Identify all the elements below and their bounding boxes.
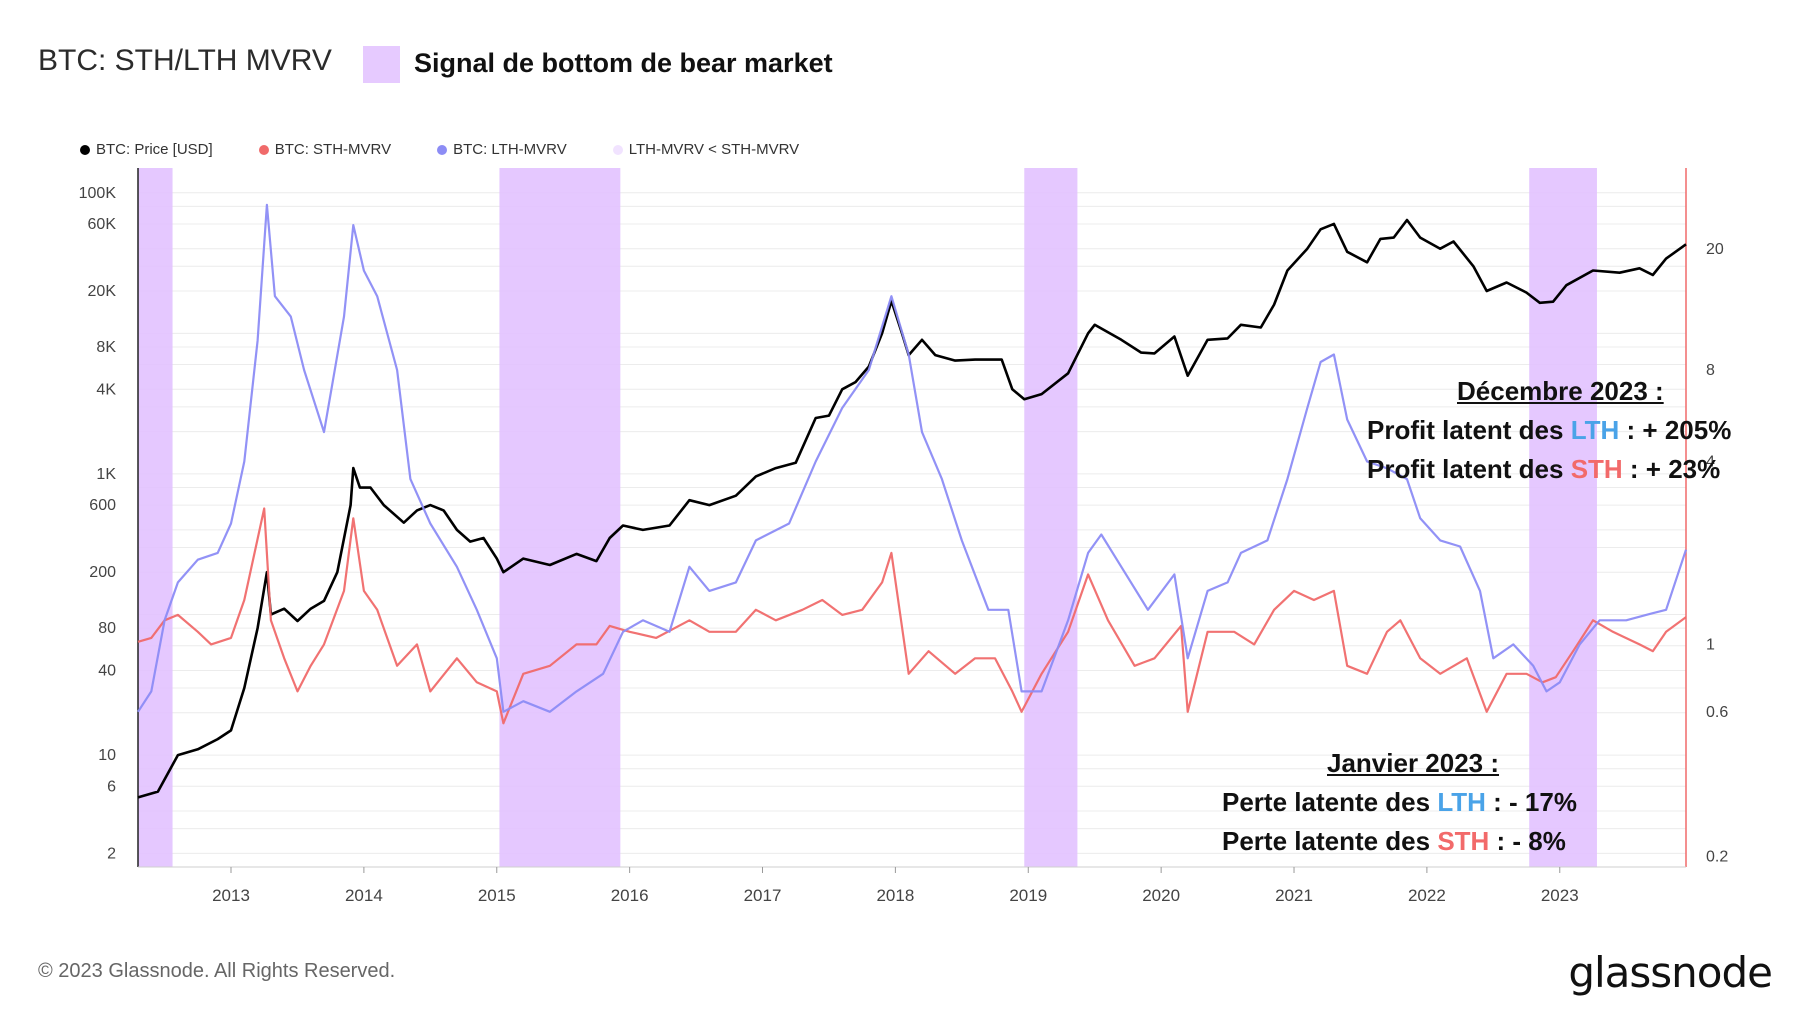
legend-label-price: BTC: Price [USD]	[96, 141, 213, 158]
left-tick-label: 600	[89, 497, 116, 514]
annotation-jan-line2-tag: STH	[1437, 826, 1490, 856]
left-tick-label: 40	[98, 662, 116, 679]
annotation-dec-line1: Profit latent des LTH : + 205%	[1367, 411, 1731, 450]
legend-dot-price	[80, 144, 90, 155]
annotation-dec-line1-prefix: Profit latent des	[1367, 415, 1571, 445]
x-tick-label: 2017	[744, 886, 782, 905]
annotation-jan-heading-text: Janvier 2023 :	[1327, 748, 1500, 778]
right-tick-label: 4	[1706, 453, 1715, 470]
annotation-dec-line2: Profit latent des STH : + 23%	[1367, 450, 1731, 489]
legend-item-price[interactable]: BTC: Price [USD]	[80, 141, 213, 158]
annotation-jan-line2-suffix: : - 8%	[1489, 826, 1566, 856]
annotation-jan-line2-prefix: Perte latente des	[1222, 826, 1438, 856]
annotation-jan-line2: Perte latente des STH : - 8%	[1222, 822, 1577, 861]
signal-region-3	[1529, 168, 1597, 867]
right-tick-label: 20	[1706, 241, 1724, 258]
x-tick-label: 2016	[611, 886, 649, 905]
annotation-dec-heading-text: Décembre 2023 :	[1457, 376, 1664, 406]
signal-region-0	[138, 168, 173, 867]
x-tick-label: 2022	[1408, 886, 1446, 905]
x-tick-label: 2015	[478, 886, 516, 905]
copyright: © 2023 Glassnode. All Rights Reserved.	[38, 960, 396, 982]
right-tick-label: 0.2	[1706, 849, 1728, 866]
annotation-jan-line1: Perte latente des LTH : - 17%	[1222, 783, 1577, 822]
left-tick-label: 100K	[79, 185, 117, 202]
left-tick-label: 60K	[88, 216, 117, 233]
legend-item-lth[interactable]: BTC: LTH-MVRV	[437, 141, 567, 158]
annotation-dec-line1-tag: LTH	[1570, 415, 1620, 445]
annotation-dec-line2-suffix: : + 23%	[1622, 454, 1721, 484]
x-tick-label: 2014	[345, 886, 383, 905]
annotation-dec-2023: Décembre 2023 : Profit latent des LTH : …	[1367, 372, 1731, 489]
right-tick-label: 0.6	[1706, 704, 1728, 721]
annotation-dec-line2-prefix: Profit latent des	[1367, 454, 1571, 484]
legend-item-sth[interactable]: BTC: STH-MVRV	[258, 141, 392, 158]
left-tick-label: 1K	[96, 466, 116, 483]
annotation-jan-line1-prefix: Perte latente des	[1222, 787, 1438, 817]
x-tick-label: 2013	[212, 886, 250, 905]
left-tick-label: 200	[89, 564, 116, 581]
legend-label-signal: LTH-MVRV < STH-MVRV	[628, 141, 800, 158]
legend-label-sth: BTC: STH-MVRV	[274, 141, 392, 158]
left-tick-label: 20K	[88, 283, 117, 300]
legend-item-signal[interactable]: LTH-MVRV < STH-MVRV	[612, 141, 800, 158]
legend-label-lth: BTC: LTH-MVRV	[453, 141, 567, 158]
right-tick-label: 1	[1706, 636, 1715, 653]
legend-dot-sth	[258, 144, 269, 155]
legend-dot-lth	[437, 144, 448, 155]
series-line-2	[137, 203, 1688, 713]
x-tick-label: 2018	[876, 886, 914, 905]
annotation-jan-line1-tag: LTH	[1437, 787, 1486, 817]
left-tick-label: 4K	[96, 381, 116, 398]
annotation-jan-line1-suffix: : - 17%	[1485, 787, 1577, 817]
left-tick-label: 2	[107, 845, 116, 862]
chart-subtitle: Signal de bottom de bear market	[414, 48, 833, 78]
chart-legend: BTC: Price [USD] BTC: STH-MVRV BTC: LTH-…	[80, 141, 845, 158]
series-line-0	[137, 218, 1687, 799]
left-tick-label: 8K	[96, 339, 116, 356]
right-tick-label: 8	[1706, 362, 1715, 379]
signal-region-1	[499, 168, 621, 867]
left-tick-label: 80	[98, 620, 116, 637]
signal-swatch	[363, 46, 400, 83]
left-tick-label: 10	[98, 747, 116, 764]
x-tick-label: 2023	[1541, 886, 1579, 905]
annotation-jan-heading: Janvier 2023 :	[1222, 744, 1577, 783]
signal-region-2	[1024, 168, 1078, 867]
annotation-dec-line1-suffix: : + 205%	[1619, 415, 1732, 445]
series-line-1	[137, 507, 1687, 725]
chart-title: BTC: STH/LTH MVRV	[38, 44, 332, 77]
legend-dot-signal	[612, 144, 623, 155]
annotation-jan-2023: Janvier 2023 : Perte latente des LTH : -…	[1222, 744, 1577, 861]
left-tick-label: 6	[107, 778, 116, 795]
annotation-dec-line2-tag: STH	[1570, 454, 1623, 484]
annotation-dec-heading: Décembre 2023 :	[1367, 372, 1731, 411]
x-tick-label: 2020	[1142, 886, 1180, 905]
glassnode-logo: glassnode	[1568, 948, 1773, 997]
x-tick-label: 2019	[1009, 886, 1047, 905]
x-tick-label: 2021	[1275, 886, 1313, 905]
